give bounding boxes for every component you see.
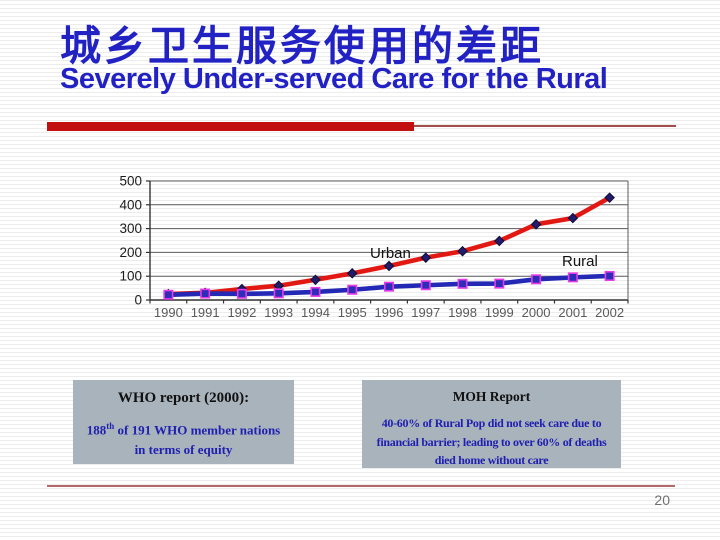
moh-report-note-box: MOH Report 40-60% of Rural Pop did not s… [362, 380, 621, 468]
line-chart: 0 100 200 300 400 500 1990 1991 1992 1993 1994 1995… [100, 163, 645, 333]
series-label-urban: Urban [370, 245, 411, 262]
svg-text:0: 0 [134, 293, 142, 308]
line-chart-svg: 0 100 200 300 400 500 1990 1991 1992 1993 1994 1995… [119, 174, 629, 320]
svg-text:200: 200 [119, 245, 142, 260]
svg-text:1992: 1992 [227, 305, 256, 320]
page-number: 20 [654, 492, 670, 508]
series-label-rural: Rural [562, 253, 598, 270]
svg-text:2002: 2002 [595, 305, 624, 320]
svg-text:1994: 1994 [301, 305, 330, 320]
who-note-rank: 188 [86, 422, 107, 438]
svg-text:2001: 2001 [558, 305, 587, 320]
svg-text:1991: 1991 [191, 305, 220, 320]
svg-text:500: 500 [119, 174, 142, 189]
slide-title-english: Severely Under-served Care for the Rural [60, 63, 608, 95]
title-accent-bar [47, 122, 414, 131]
moh-note-title: MOH Report [452, 389, 531, 404]
who-report-note-box: WHO report (2000): 188th of 191 WHO memb… [73, 380, 294, 464]
svg-text:400: 400 [119, 197, 142, 212]
svg-text:1995: 1995 [338, 305, 367, 320]
svg-text:1997: 1997 [411, 305, 440, 320]
who-note-text: of 191 WHO member nations in terms of eq… [114, 422, 281, 457]
moh-note-body: 40-60% of Rural Pop did not seek care du… [376, 416, 607, 468]
svg-text:300: 300 [119, 221, 142, 236]
svg-text:2000: 2000 [522, 305, 551, 320]
svg-text:100: 100 [119, 269, 142, 284]
svg-text:1999: 1999 [485, 305, 514, 320]
title-accent-rule [414, 125, 676, 127]
footer-rule [47, 485, 675, 487]
svg-text:1990: 1990 [154, 305, 183, 320]
svg-text:1996: 1996 [375, 305, 404, 320]
who-note-body: 188th of 191 WHO member nations in terms… [73, 420, 294, 459]
slide-title-chinese: 城乡卫生服务使用的差距 [60, 22, 544, 70]
svg-text:1998: 1998 [448, 305, 477, 320]
svg-text:1993: 1993 [264, 305, 293, 320]
who-note-title: WHO report (2000): [117, 390, 250, 406]
who-note-ordinal-suffix: th [106, 421, 115, 431]
